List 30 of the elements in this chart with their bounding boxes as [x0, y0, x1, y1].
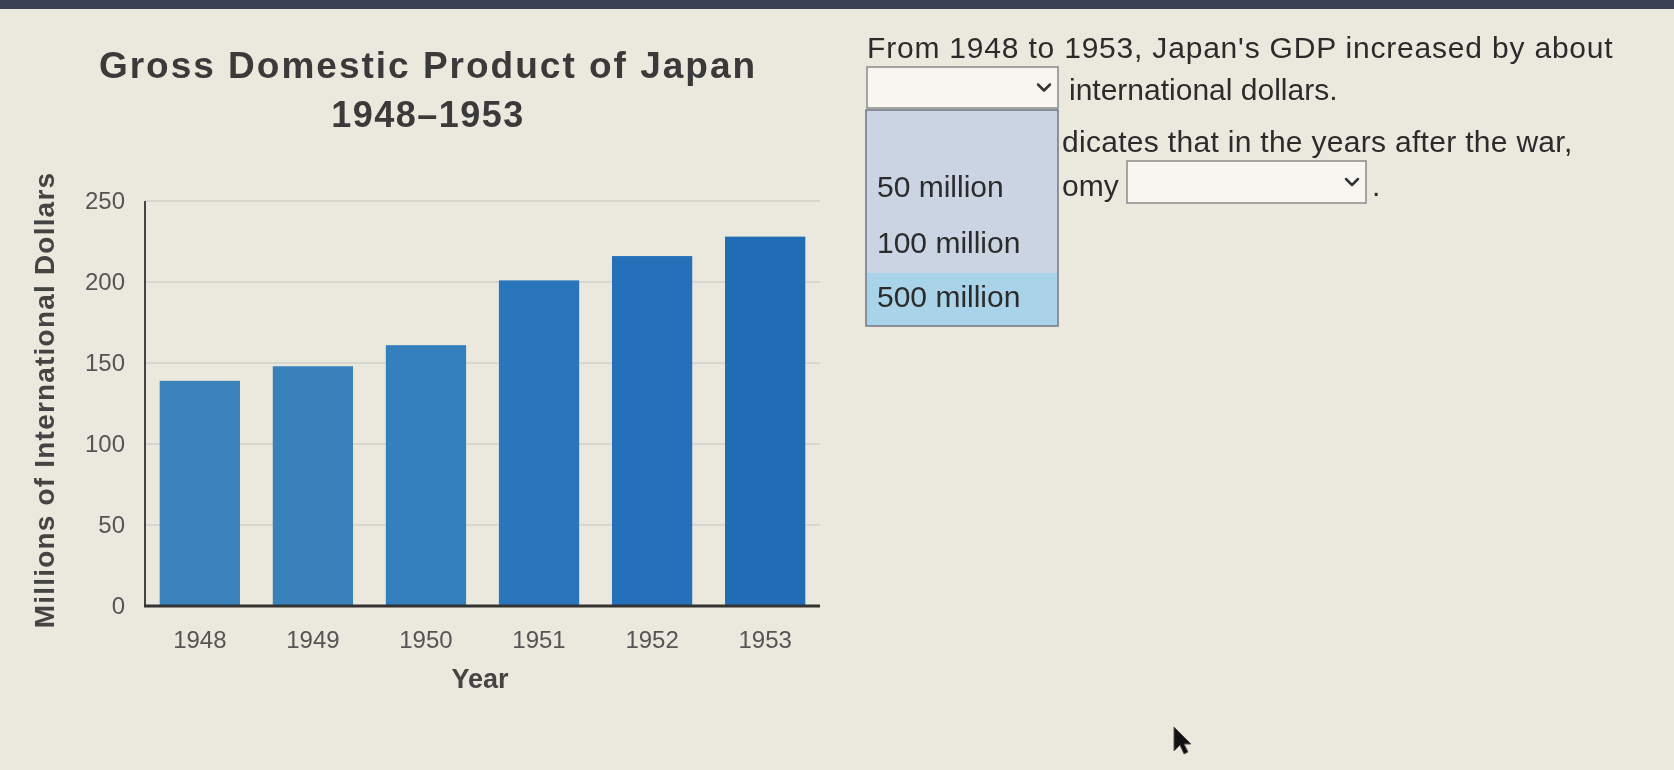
x-tick-label: 1953	[738, 626, 792, 653]
x-tick-label: 1952	[625, 626, 679, 653]
y-tick-label: 50	[98, 511, 125, 539]
bar	[385, 345, 467, 606]
text: From 1948 to 1953, Japan's GDP increased by about	[867, 31, 1614, 64]
x-tick-label: 1951	[512, 626, 566, 653]
bar	[159, 380, 240, 606]
x-tick-label: 1948	[173, 626, 227, 653]
x-tick-label: 1950	[399, 626, 453, 653]
x-tick-label: 1949	[286, 626, 340, 653]
text: 100 million	[877, 226, 1021, 259]
y-tick-label: 200	[84, 268, 125, 296]
text: 500 million	[877, 280, 1021, 313]
text: 50 million	[877, 170, 1004, 203]
text: dicates that in the years after the war,	[1062, 125, 1573, 158]
chart-subtitle: 1948–1953	[331, 94, 525, 135]
y-tick-label: 150	[84, 349, 125, 377]
y-tick-label: 100	[84, 430, 125, 458]
x-axis-title: Year	[451, 664, 510, 694]
bar	[725, 236, 806, 606]
bar	[272, 366, 354, 606]
bar	[498, 280, 580, 606]
y-tick-label: 250	[84, 187, 125, 215]
text: international dollars.	[1069, 73, 1338, 106]
text: omy	[1062, 169, 1119, 202]
text: .	[1372, 169, 1381, 202]
chart-title: Gross Domestic Product of Japan	[98, 45, 758, 86]
y-tick-label: 0	[111, 592, 125, 620]
y-axis-title: Millions of International Dollars	[29, 171, 60, 629]
bar	[611, 256, 693, 606]
